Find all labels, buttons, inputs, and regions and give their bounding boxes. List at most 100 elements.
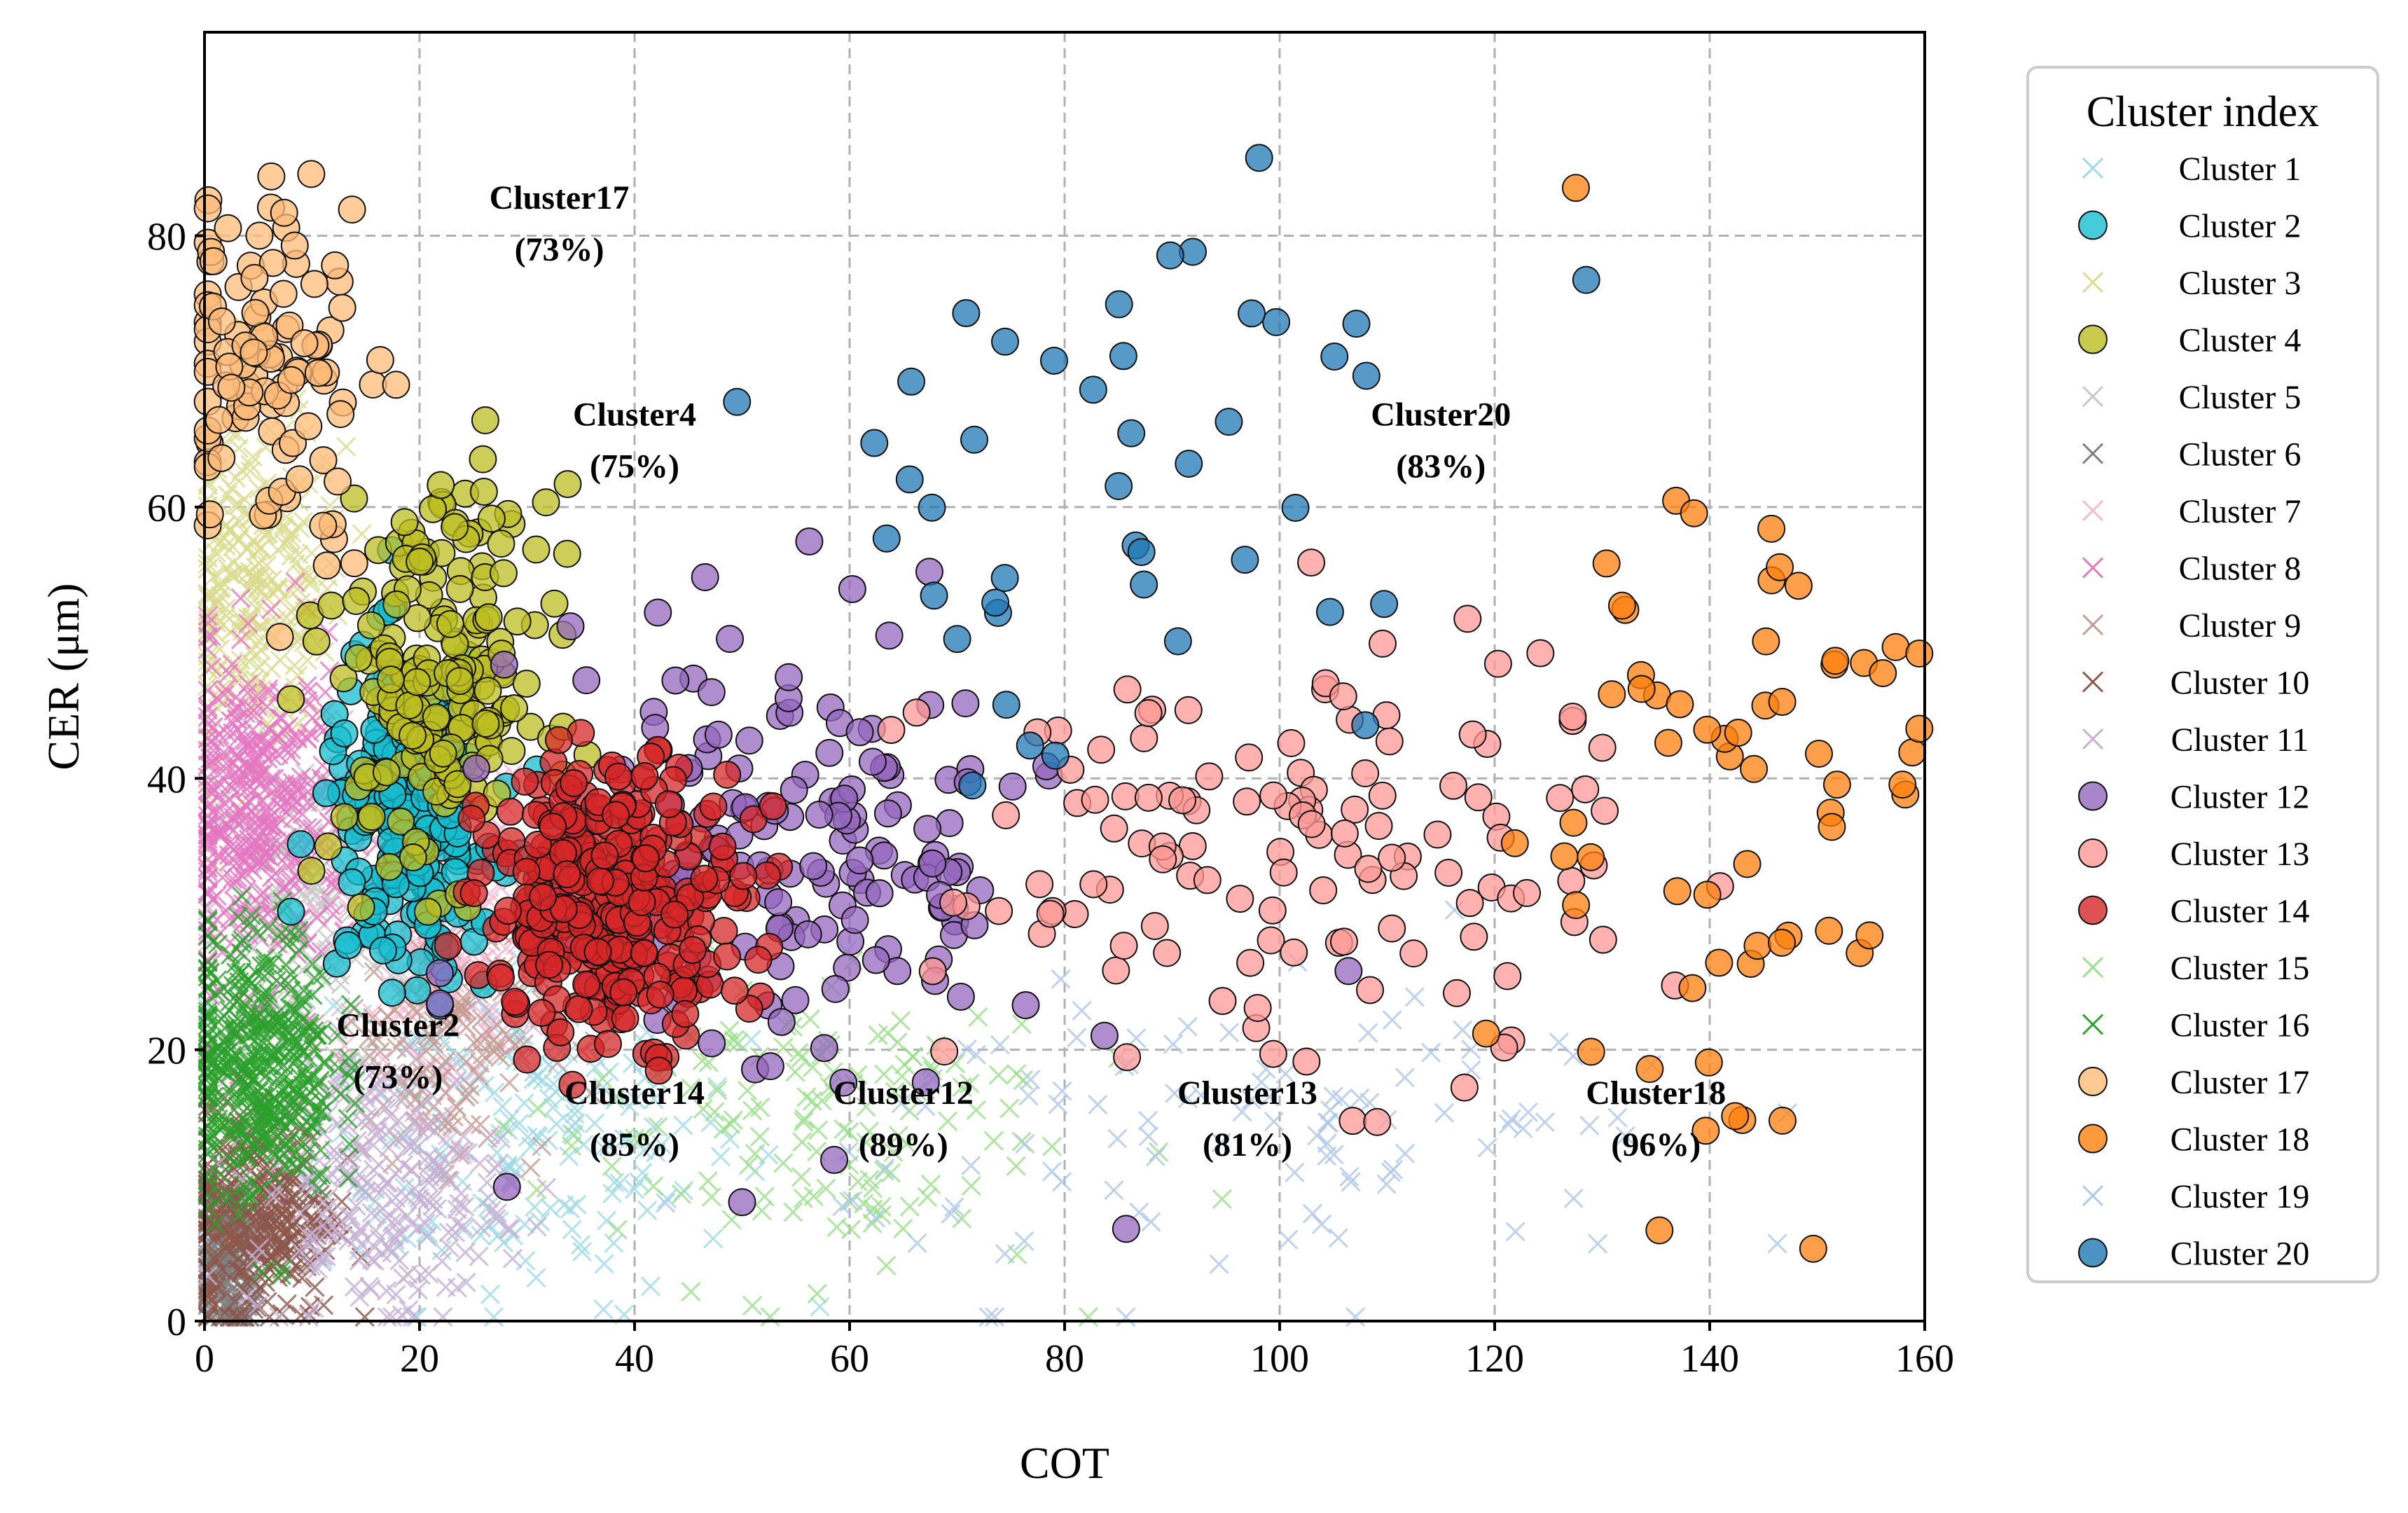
- cluster-2-point: [338, 868, 366, 897]
- cluster-3-point: [233, 560, 254, 581]
- cluster-9-point: [459, 1084, 480, 1105]
- cluster-10-point: [198, 1154, 218, 1174]
- cluster-13-point: [1442, 979, 1471, 1007]
- cluster-11-point: [433, 1307, 453, 1327]
- cluster-16-point: [264, 1168, 284, 1188]
- cluster-11-points: [198, 934, 557, 1327]
- cluster-19-point: [1395, 1143, 1416, 1163]
- cluster-13-point: [1460, 923, 1488, 951]
- cluster-16-point: [252, 987, 272, 1007]
- x-tick-label: 40: [615, 1337, 654, 1381]
- cluster-4-point: [553, 539, 581, 568]
- cluster-16-point: [268, 1069, 288, 1089]
- cluster-4-point: [403, 604, 431, 633]
- cluster-16-point: [276, 1135, 296, 1156]
- cluster-17-point: [321, 251, 350, 279]
- cluster-14-point: [713, 761, 742, 789]
- cluster-12-point: [873, 799, 902, 828]
- cluster-11-point: [380, 1106, 400, 1126]
- x-tick-label: 0: [195, 1337, 214, 1381]
- cluster-19-point: [1015, 1133, 1035, 1154]
- cluster-14-point: [631, 844, 660, 873]
- cluster-15-point: [833, 1119, 854, 1140]
- cluster-20-point: [1231, 546, 1259, 574]
- cluster-18-point: [1694, 1048, 1723, 1077]
- cluster-16-point: [280, 965, 301, 985]
- cluster-15-point: [856, 1097, 876, 1117]
- cluster-11-point: [301, 1169, 321, 1189]
- cluster-14-point: [720, 976, 749, 1005]
- legend-label-cluster-7: Cluster 7: [2179, 493, 2302, 530]
- cluster-11-point: [439, 1238, 459, 1258]
- cluster-13-point: [1297, 810, 1326, 838]
- cluster-20-point: [958, 771, 987, 800]
- cluster-16-point: [226, 962, 247, 983]
- cluster-15-point: [966, 1100, 986, 1120]
- cluster-15-point: [802, 1091, 822, 1111]
- legend-label-cluster-9: Cluster 9: [2179, 607, 2302, 644]
- cluster-11-point: [366, 1220, 386, 1241]
- cluster-16-point: [258, 983, 279, 1004]
- cluster-1-point: [518, 1127, 538, 1147]
- cluster-12-point: [426, 989, 455, 1018]
- legend-label-cluster-4: Cluster 4: [2179, 322, 2302, 359]
- cluster-14-point: [593, 1030, 622, 1058]
- cluster-16-point: [276, 955, 296, 975]
- cluster-15-point: [527, 1180, 547, 1200]
- cluster-12-point: [716, 625, 745, 654]
- cluster-10-point: [292, 1268, 312, 1288]
- cluster-20-point: [1351, 711, 1380, 740]
- cluster-13-point: [1174, 696, 1203, 724]
- cluster-15-point: [899, 1196, 920, 1217]
- cluster-10-point: [276, 1245, 296, 1266]
- cluster-11-point: [486, 1208, 506, 1229]
- cluster-19-point: [1615, 1126, 1635, 1146]
- legend-label-cluster-18: Cluster 18: [2171, 1121, 2310, 1159]
- cluster-17-point: [207, 307, 236, 336]
- legend-label-cluster-15: Cluster 15: [2171, 950, 2310, 987]
- cluster-1-point: [554, 1195, 574, 1215]
- cluster-16-point: [254, 1096, 275, 1116]
- cluster-16-point: [282, 1154, 302, 1175]
- cluster-9-point: [418, 1025, 439, 1045]
- cluster-17-point: [309, 511, 338, 540]
- cluster-5-point: [362, 1030, 382, 1051]
- cluster-13-point: [1257, 926, 1285, 955]
- cluster-17-point: [217, 373, 246, 402]
- cluster-4-point: [500, 694, 529, 723]
- cluster-8-point: [291, 767, 311, 787]
- cluster-16-point: [289, 1098, 310, 1118]
- cluster-13-point: [939, 888, 968, 917]
- cluster-11-point: [355, 1088, 375, 1108]
- cluster-11-point: [416, 1116, 437, 1136]
- cluster-12-point: [865, 879, 894, 908]
- cluster-8-point: [253, 764, 273, 784]
- legend-marker-cluster-17: [2078, 1067, 2108, 1096]
- cluster-3-point: [290, 518, 310, 539]
- cluster-12-point: [951, 689, 980, 718]
- cluster-15-point: [1042, 1136, 1063, 1156]
- cluster-19-point: [966, 1044, 986, 1065]
- cluster-8-point: [214, 684, 235, 705]
- annotation-title: Cluster4: [573, 396, 696, 434]
- cluster-9-point: [499, 1072, 520, 1093]
- cluster-10-point: [219, 1307, 240, 1327]
- legend-label-cluster-12: Cluster 12: [2171, 779, 2310, 816]
- cluster-19-point: [1163, 1034, 1184, 1054]
- y-tick-label: 80: [147, 216, 186, 259]
- x-tick-label: 160: [1895, 1337, 1954, 1381]
- cluster-19-point: [1434, 1103, 1455, 1123]
- cluster-4-point: [445, 574, 474, 603]
- cluster-8-point: [259, 815, 279, 836]
- cluster-19-point: [1259, 1086, 1280, 1107]
- cluster-13-point: [1280, 938, 1308, 967]
- cluster-8-point: [238, 613, 258, 634]
- cluster-2-point: [403, 976, 431, 1004]
- cluster-14-point: [654, 790, 683, 819]
- cluster-1-point: [707, 1077, 728, 1097]
- cluster-13-point: [1292, 1047, 1321, 1076]
- cluster-18-point: [1550, 842, 1579, 871]
- cluster-11-point: [319, 1221, 339, 1241]
- cluster-14-point: [708, 832, 737, 861]
- cluster-11-point: [447, 1199, 467, 1220]
